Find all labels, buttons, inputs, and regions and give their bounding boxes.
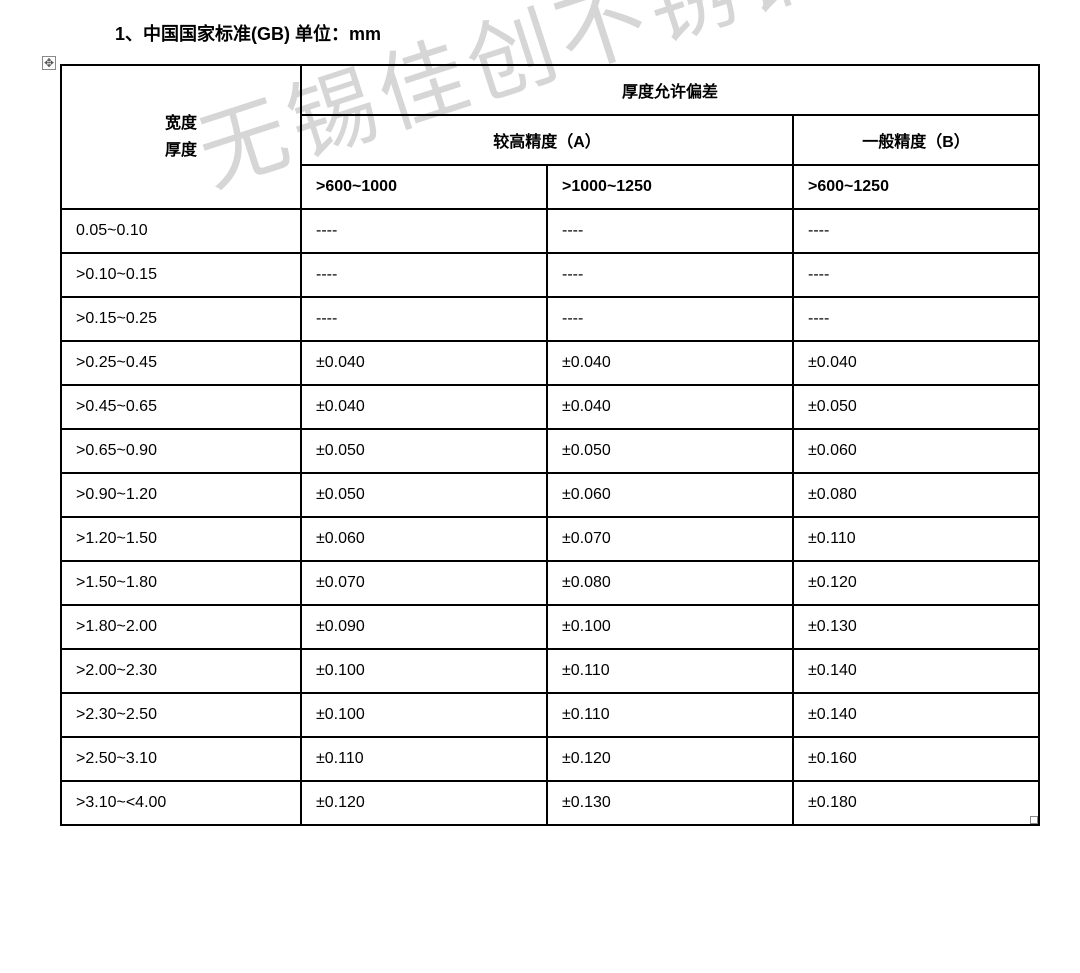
thickness-range-cell: >0.65~0.90 [61,429,301,473]
table-move-handle-icon[interactable]: ✥ [42,56,56,70]
table-resize-handle-icon[interactable] [1030,816,1038,824]
tolerance-cell: ±0.100 [301,649,547,693]
thickness-range-cell: >1.50~1.80 [61,561,301,605]
thickness-range-cell: >3.10~<4.00 [61,781,301,825]
table-rowheader: 宽度 厚度 [61,65,301,209]
document-title: 1、中国国家标准(GB) 单位：mm [115,20,1040,46]
rowheader-line2: 厚度 [165,142,197,159]
tolerance-cell: ±0.050 [301,473,547,517]
table-row: >0.25~0.45±0.040±0.040±0.040 [61,341,1039,385]
table-row: >1.50~1.80±0.070±0.080±0.120 [61,561,1039,605]
tolerance-cell: ---- [793,253,1039,297]
tolerance-cell: ±0.110 [547,649,793,693]
tolerance-cell: ±0.080 [547,561,793,605]
tolerance-cell: ±0.050 [301,429,547,473]
thickness-range-cell: >2.30~2.50 [61,693,301,737]
tolerance-cell: ---- [547,297,793,341]
tolerance-cell: ±0.040 [301,341,547,385]
tolerance-table: 宽度 厚度 厚度允许偏差 较高精度（A） 一般精度（B） >600~1000 >… [60,64,1040,826]
table-row: >2.50~3.10±0.110±0.120±0.160 [61,737,1039,781]
thickness-range-cell: >2.50~3.10 [61,737,301,781]
tolerance-cell: ---- [301,209,547,253]
tolerance-cell: ±0.060 [547,473,793,517]
thickness-range-cell: >0.45~0.65 [61,385,301,429]
tolerance-cell: ±0.120 [793,561,1039,605]
thickness-range-cell: >1.20~1.50 [61,517,301,561]
table-row: 0.05~0.10------------ [61,209,1039,253]
tolerance-cell: ±0.100 [547,605,793,649]
table-row: >0.15~0.25------------ [61,297,1039,341]
tolerance-cell: ±0.130 [547,781,793,825]
table-row: >1.20~1.50±0.060±0.070±0.110 [61,517,1039,561]
table-row: >0.90~1.20±0.050±0.060±0.080 [61,473,1039,517]
thickness-range-cell: >0.90~1.20 [61,473,301,517]
table-subheader-b: 一般精度（B） [793,115,1039,165]
tolerance-cell: ±0.110 [547,693,793,737]
table-row: >0.45~0.65±0.040±0.040±0.050 [61,385,1039,429]
tolerance-cell: ±0.040 [547,385,793,429]
thickness-range-cell: >0.15~0.25 [61,297,301,341]
tolerance-cell: ±0.110 [793,517,1039,561]
tolerance-cell: ---- [547,253,793,297]
thickness-range-cell: 0.05~0.10 [61,209,301,253]
table-row: >1.80~2.00±0.090±0.100±0.130 [61,605,1039,649]
table-row: >3.10~<4.00±0.120±0.130±0.180 [61,781,1039,825]
table-row: >0.10~0.15------------ [61,253,1039,297]
thickness-range-cell: >0.10~0.15 [61,253,301,297]
tolerance-cell: ±0.140 [793,693,1039,737]
table-row: >2.00~2.30±0.100±0.110±0.140 [61,649,1039,693]
tolerance-cell: ±0.050 [547,429,793,473]
tolerance-cell: ---- [793,209,1039,253]
tolerance-cell: ±0.040 [793,341,1039,385]
tolerance-cell: ±0.040 [301,385,547,429]
tolerance-cell: ±0.060 [301,517,547,561]
thickness-range-cell: >2.00~2.30 [61,649,301,693]
table-row: >2.30~2.50±0.100±0.110±0.140 [61,693,1039,737]
tolerance-cell: ±0.070 [547,517,793,561]
tolerance-cell: ±0.110 [301,737,547,781]
tolerance-cell: ±0.090 [301,605,547,649]
tolerance-cell: ±0.070 [301,561,547,605]
table-subheader-a: 较高精度（A） [301,115,793,165]
tolerance-cell: ---- [793,297,1039,341]
tolerance-cell: ±0.060 [793,429,1039,473]
tolerance-cell: ±0.180 [793,781,1039,825]
tolerance-cell: ±0.050 [793,385,1039,429]
thickness-range-cell: >1.80~2.00 [61,605,301,649]
table-colrange-1: >1000~1250 [547,165,793,209]
table-colrange-0: >600~1000 [301,165,547,209]
tolerance-cell: ±0.120 [547,737,793,781]
table-top-header: 厚度允许偏差 [301,65,1039,115]
tolerance-cell: ---- [301,253,547,297]
tolerance-cell: ±0.130 [793,605,1039,649]
rowheader-line1: 宽度 [165,115,197,132]
thickness-range-cell: >0.25~0.45 [61,341,301,385]
tolerance-cell: ---- [301,297,547,341]
table-colrange-2: >600~1250 [793,165,1039,209]
tolerance-cell: ±0.140 [793,649,1039,693]
tolerance-cell: ±0.160 [793,737,1039,781]
tolerance-cell: ±0.100 [301,693,547,737]
tolerance-cell: ±0.120 [301,781,547,825]
tolerance-cell: ±0.040 [547,341,793,385]
table-body: 0.05~0.10------------>0.10~0.15---------… [61,209,1039,825]
table-row: >0.65~0.90±0.050±0.050±0.060 [61,429,1039,473]
tolerance-cell: ±0.080 [793,473,1039,517]
tolerance-cell: ---- [547,209,793,253]
